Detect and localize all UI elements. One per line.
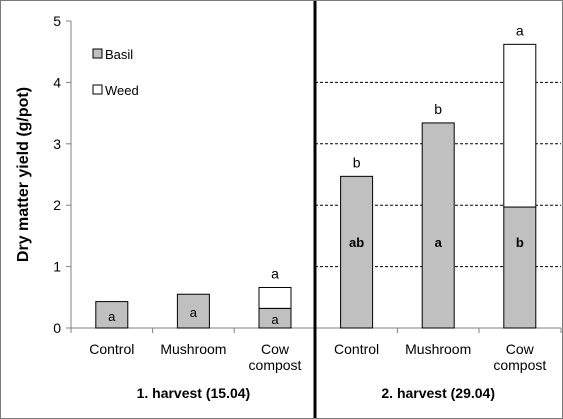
- x-category-label: compost: [249, 357, 302, 373]
- bar-weed: [258, 286, 292, 309]
- bar-label-total: a: [271, 265, 279, 281]
- x-category-label: Cow: [506, 341, 535, 357]
- y-axis-label: Dry matter yield (g/pot): [15, 87, 32, 262]
- bar-label-basil: a: [271, 312, 279, 327]
- bar-basil: [340, 175, 374, 329]
- x-category-label: Mushroom: [405, 341, 471, 357]
- bar-basil: [421, 122, 455, 329]
- bar-basil: [95, 301, 129, 329]
- x-category-label: Control: [334, 341, 379, 357]
- x-category-label: Mushroom: [160, 341, 226, 357]
- x-category-label: Cow: [261, 341, 290, 357]
- legend-swatch-basil: [92, 48, 103, 59]
- bar-label-total: a: [516, 22, 524, 38]
- x-category-label: Control: [89, 341, 134, 357]
- bar-basil: [176, 293, 210, 329]
- x-category-label: compost: [493, 357, 546, 373]
- y-tick-label: 2: [53, 197, 61, 213]
- legend-swatch-weed: [92, 84, 103, 95]
- y-tick-label: 3: [53, 136, 61, 152]
- bar-label-basil: a: [190, 305, 198, 320]
- y-tick-label: 0: [53, 320, 61, 336]
- bar-label-basil: a: [435, 235, 443, 250]
- y-tick-label: 1: [53, 259, 61, 275]
- bar-label-basil: ab: [349, 235, 364, 250]
- bar-basil: [503, 206, 537, 329]
- y-tick-label: 4: [53, 74, 61, 90]
- bar-label-total: b: [353, 154, 361, 170]
- bar-label-basil: a: [108, 309, 116, 324]
- group-label: 1. harvest (15.04): [137, 385, 251, 401]
- y-tick-label: 5: [53, 13, 61, 29]
- group-label: 2. harvest (29.04): [381, 385, 495, 401]
- legend-label-basil: Basil: [105, 47, 133, 62]
- legend-label-weed: Weed: [105, 83, 139, 98]
- bar-label-total: b: [434, 101, 442, 117]
- bar-weed: [503, 43, 537, 208]
- bar-label-basil: b: [516, 235, 524, 250]
